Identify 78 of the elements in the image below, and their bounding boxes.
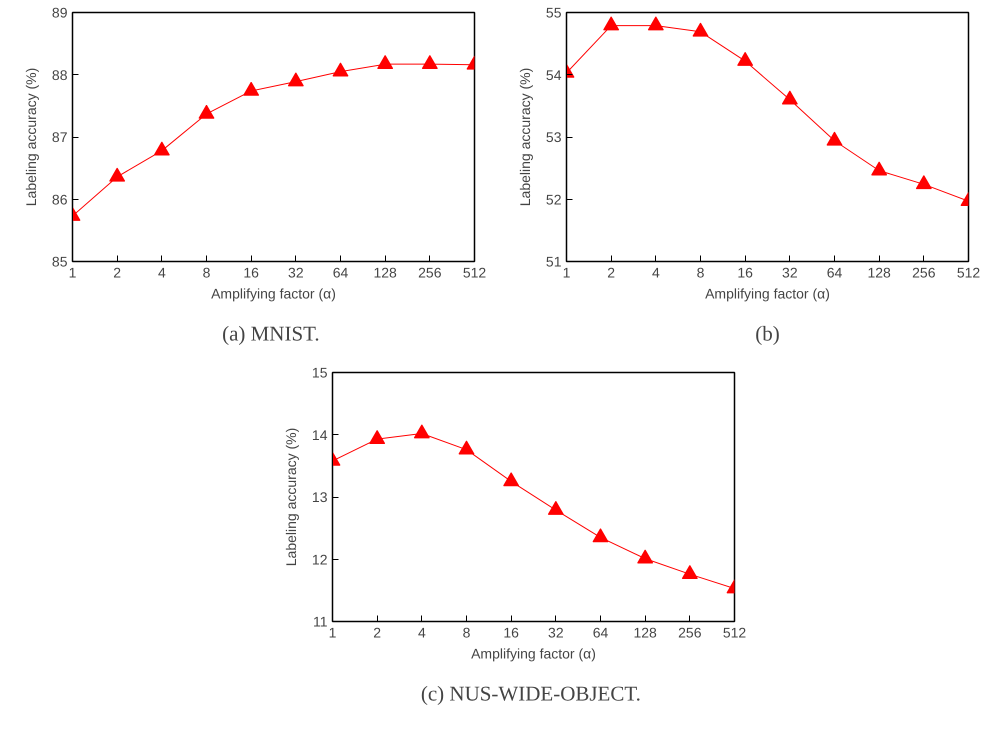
point bbox=[288, 72, 304, 86]
x-tick-label: 1 bbox=[562, 264, 571, 280]
x-tick-label: 2 bbox=[607, 264, 616, 280]
text: (c) NUS-WIDE-OBJECT. bbox=[420, 682, 641, 706]
x-tick-label: 8 bbox=[696, 264, 705, 280]
point bbox=[243, 82, 260, 96]
x-tick-label: 1 bbox=[68, 264, 77, 280]
point bbox=[916, 175, 932, 190]
x-tick-label: 16 bbox=[243, 264, 260, 280]
point bbox=[682, 565, 698, 580]
y-tick-label: 86 bbox=[52, 191, 68, 208]
point bbox=[692, 22, 708, 37]
point bbox=[648, 16, 664, 30]
point bbox=[603, 16, 620, 30]
y-tick-label: 13 bbox=[312, 489, 328, 505]
x-tick-label: 64 bbox=[332, 264, 348, 280]
x-axis-title: Amplifying factor (α) bbox=[211, 286, 336, 302]
x-tick-label: 4 bbox=[158, 264, 166, 280]
y-tick-label: 88 bbox=[52, 66, 68, 83]
point bbox=[871, 161, 888, 176]
point bbox=[109, 168, 126, 182]
point bbox=[458, 440, 474, 455]
x-axis-title: Amplifying factor (α) bbox=[705, 286, 830, 302]
x-axis-title: Amplifying factor (α) bbox=[471, 646, 596, 662]
y-axis-title: Labeling accuracy (%) bbox=[22, 68, 39, 206]
x-tick-label: 64 bbox=[592, 624, 608, 640]
y-axis-title: Labeling accuracy (%) bbox=[282, 428, 299, 566]
x-tick-label: 256 bbox=[912, 264, 936, 280]
x-tick-label: 8 bbox=[202, 264, 211, 280]
y-tick-label: 12 bbox=[312, 551, 328, 568]
x-tick-label: 16 bbox=[503, 624, 520, 640]
x-tick-label: 32 bbox=[288, 264, 304, 280]
y-tick-label: 53 bbox=[546, 129, 562, 145]
point bbox=[826, 132, 842, 146]
x-tick-label: 16 bbox=[737, 264, 754, 280]
y-tick-label: 54 bbox=[546, 66, 562, 83]
x-tick-label: 512 bbox=[956, 264, 980, 280]
x-tick-label: 2 bbox=[373, 624, 382, 640]
x-tick-label: 8 bbox=[462, 624, 471, 640]
y-axis-title: Labeling accuracy (%) bbox=[516, 68, 533, 206]
point bbox=[332, 62, 348, 76]
x-tick-label: 512 bbox=[722, 624, 746, 640]
x-tick-label: 64 bbox=[826, 264, 842, 280]
point bbox=[548, 500, 564, 515]
x-tick-label: 128 bbox=[633, 624, 658, 640]
y-tick-label: 11 bbox=[312, 614, 328, 630]
x-tick-label: 256 bbox=[418, 264, 442, 280]
x-tick-label: 4 bbox=[652, 264, 660, 280]
x-tick-label: 1 bbox=[328, 624, 337, 640]
point bbox=[782, 90, 798, 104]
point bbox=[422, 55, 438, 69]
point bbox=[369, 430, 386, 444]
point bbox=[198, 104, 214, 119]
x-tick-label: 512 bbox=[462, 264, 486, 280]
text: (a) MNIST. bbox=[222, 322, 320, 346]
x-tick-label: 128 bbox=[373, 264, 398, 280]
point bbox=[592, 528, 608, 542]
text: (b) bbox=[755, 322, 780, 346]
point bbox=[154, 142, 170, 156]
y-tick-label: 15 bbox=[312, 364, 328, 380]
x-tick-label: 128 bbox=[867, 264, 892, 280]
y-tick-label: 52 bbox=[546, 191, 562, 208]
x-tick-label: 256 bbox=[678, 624, 702, 640]
point bbox=[737, 52, 754, 66]
y-tick-label: 55 bbox=[546, 4, 562, 20]
point bbox=[414, 424, 430, 438]
x-tick-label: 4 bbox=[418, 624, 426, 640]
x-tick-label: 2 bbox=[113, 264, 122, 280]
y-tick-label: 51 bbox=[546, 254, 562, 270]
point bbox=[637, 549, 654, 564]
y-tick-label: 87 bbox=[52, 129, 68, 145]
x-tick-label: 32 bbox=[548, 624, 564, 640]
y-tick-label: 14 bbox=[312, 426, 328, 443]
y-tick-label: 85 bbox=[52, 254, 68, 270]
point bbox=[377, 55, 394, 69]
y-tick-label: 89 bbox=[52, 4, 68, 20]
point bbox=[503, 472, 520, 486]
x-tick-label: 32 bbox=[782, 264, 798, 280]
